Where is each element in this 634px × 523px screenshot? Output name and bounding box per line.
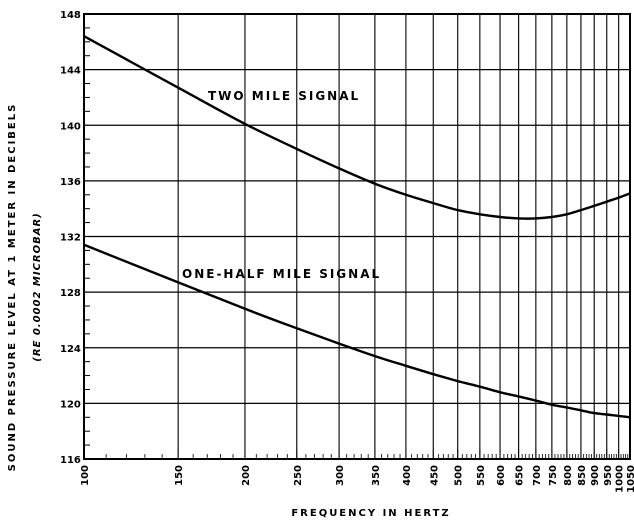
- y-tick-label: 140: [60, 121, 81, 132]
- y-tick-label: 128: [60, 288, 81, 299]
- x-tick-label: 700: [532, 465, 543, 486]
- x-tick-label: 750: [548, 465, 559, 486]
- x-axis-title: FREQUENCY IN HERTZ: [291, 508, 450, 519]
- series-layer: [83, 35, 631, 419]
- x-tick-label: 950: [603, 465, 614, 486]
- x-tick-label: 550: [476, 465, 487, 486]
- x-tick-label: 200: [241, 465, 252, 486]
- y-axis: 116 120 124 128 132 136 140 144 148: [60, 10, 90, 466]
- x-tick-label: 150: [174, 465, 185, 486]
- x-tick-label: 900: [590, 465, 601, 486]
- x-tick-label: 300: [335, 465, 346, 486]
- series-label-two-mile: TWO MILE SIGNAL: [208, 89, 360, 103]
- y-tick-label: 136: [60, 177, 81, 188]
- x-tick-label: 1000: [615, 465, 626, 493]
- y-tick-label: 124: [60, 344, 81, 355]
- y-axis-title: SOUND PRESSURE LEVEL AT 1 METER IN DECIB…: [7, 103, 18, 472]
- x-tick-label: 650: [515, 465, 526, 486]
- series-label-one-half-mile: ONE-HALF MILE SIGNAL: [182, 267, 381, 281]
- y-tick-label: 148: [60, 10, 81, 21]
- series-line-one-half-mile: [83, 243, 631, 419]
- x-tick-label: 850: [577, 465, 588, 486]
- x-tick-label: 800: [563, 465, 574, 486]
- x-tick-label: 100: [80, 465, 91, 486]
- grid: [83, 13, 631, 460]
- x-tick-label: 450: [429, 465, 440, 486]
- y-tick-label: 132: [60, 233, 81, 244]
- x-tick-label: 250: [293, 465, 304, 486]
- x-tick-label: 500: [454, 465, 465, 486]
- x-axis: 100 150 200 250 300 350 400 450 500 550 600 650 700 7…: [80, 449, 634, 493]
- y-tick-label: 144: [60, 66, 81, 77]
- series-line-two-mile: [83, 35, 631, 220]
- y-tick-label: 120: [60, 399, 81, 410]
- x-tick-label: 400: [402, 465, 413, 486]
- y-axis-subtitle: (RE 0.0002 MICROBAR): [32, 212, 43, 362]
- x-tick-label: 350: [371, 465, 382, 486]
- x-tick-label: 1050: [626, 465, 634, 493]
- y-tick-label: 116: [60, 455, 81, 466]
- x-tick-label: 600: [496, 465, 507, 486]
